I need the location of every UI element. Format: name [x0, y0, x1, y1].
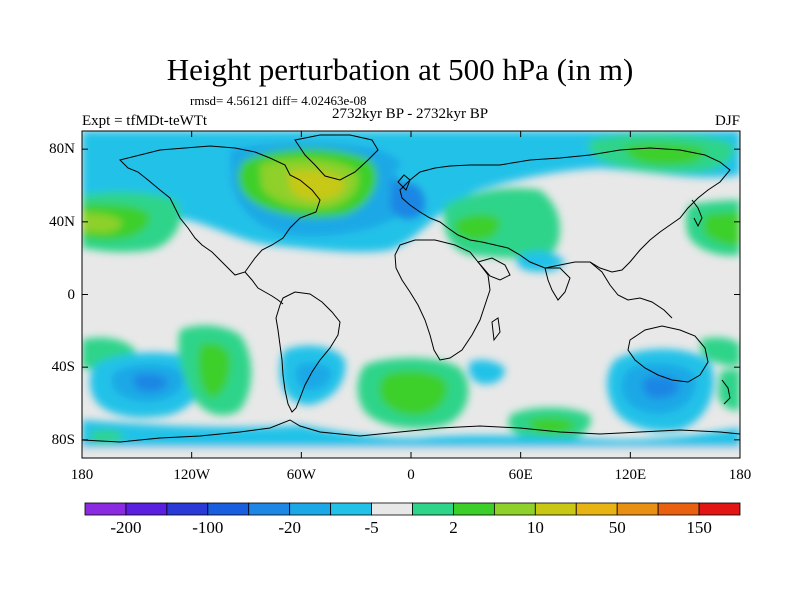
contour-darkgreen-nwpacific [703, 212, 740, 246]
colorbar-swatch [207, 502, 250, 516]
colorbar-swatch [453, 502, 495, 516]
colorbar [84, 502, 741, 516]
colorbar-label: 10 [526, 518, 544, 537]
plot-title: Height perturbation at 500 hPa (in m) [166, 52, 634, 87]
contour-darkgreen-arctic [625, 143, 705, 165]
contour-midblue-s-america [295, 362, 332, 391]
x-tick-label: 0 [407, 467, 415, 483]
contour-green-se-pacific [718, 369, 740, 411]
coastline-antarctica [82, 419, 740, 443]
experiment-label: Expt = tfMDt-teWTt [82, 113, 208, 129]
coastline-central-america [244, 271, 284, 305]
x-tick-label: 120W [173, 467, 210, 483]
y-tick-label: 0 [67, 286, 76, 303]
colorbar-swatch [493, 502, 536, 516]
y-tick-label: 40S [51, 359, 75, 376]
y-tick-label: 40N [49, 213, 75, 230]
coastline-europe-asia [399, 147, 731, 273]
x-tick-label: 120E [614, 467, 647, 483]
season-label: DJF [714, 113, 740, 129]
contour-darkgreen-eurasia [454, 214, 500, 241]
coastline-new-zealand [721, 379, 731, 405]
contour-blue-patch-atlantic [395, 165, 425, 184]
colorbar-label: -100 [192, 518, 224, 537]
colorbar-label: 50 [608, 518, 626, 537]
coastline-uk [397, 174, 411, 191]
colorbar-label: 2 [449, 518, 458, 537]
contour-green-australia-east [700, 337, 740, 366]
coastline-australia [627, 325, 709, 383]
coastline-arabia [477, 257, 511, 281]
period-label: 2732kyr BP - 2732kyr BP [331, 106, 489, 122]
coastline-layer [82, 134, 740, 443]
coastline-madagascar [491, 317, 501, 342]
x-tick-label: 60E [508, 467, 533, 483]
contour-darkgreen-s-atlantic [379, 370, 448, 416]
colorbar-label: 150 [686, 518, 712, 537]
colorbar-swatch [125, 502, 168, 516]
axis-ticks [81, 131, 741, 458]
colorbar-swatch [166, 502, 209, 516]
coastline-africa [394, 239, 491, 361]
colorbar-swatch [330, 502, 372, 516]
contour-yellowgreen-npacific [82, 213, 122, 233]
contour-green-antarctic-patch [90, 429, 125, 443]
colorbar-label: -5 [364, 518, 379, 537]
stats-label: rmsd= 4.56121 diff= 4.02463e-08 [190, 93, 367, 108]
coastline-se-asia [589, 261, 673, 319]
contour-blue-s-indian-west [468, 360, 505, 385]
colorbar-swatch [371, 502, 413, 516]
y-tick-label: 80S [51, 431, 75, 448]
coastline-greenland [294, 134, 379, 181]
coastline-north-america [119, 145, 321, 276]
colorbar-swatch [84, 502, 127, 516]
colorbar-swatch [657, 502, 700, 516]
x-tick-label: 60W [286, 467, 316, 483]
coastline-south-america [275, 291, 341, 413]
contour-darkgreen-s-pacific-central [198, 343, 231, 398]
colorbar-label: -20 [278, 518, 302, 537]
map-area [82, 131, 740, 458]
coastline-india [544, 267, 571, 301]
x-tick-label: 180 [728, 467, 752, 483]
colorbar-swatch [248, 502, 291, 516]
contour-deepblue-s-pacific-west [133, 373, 168, 392]
colorbar-swatch [575, 502, 618, 516]
coastline-japan [691, 199, 703, 228]
colorbar-swatch [698, 502, 741, 516]
colorbar-swatch [289, 502, 332, 516]
colorbar-swatch [412, 502, 454, 516]
colorbar-label: -200 [110, 518, 142, 537]
colorbar-swatch [616, 502, 659, 516]
colorbar-swatch [534, 502, 577, 516]
x-tick-label: 180 [70, 467, 94, 483]
y-tick-label: 80N [49, 141, 75, 158]
contour-deepblue-s-indian-east [642, 376, 680, 399]
